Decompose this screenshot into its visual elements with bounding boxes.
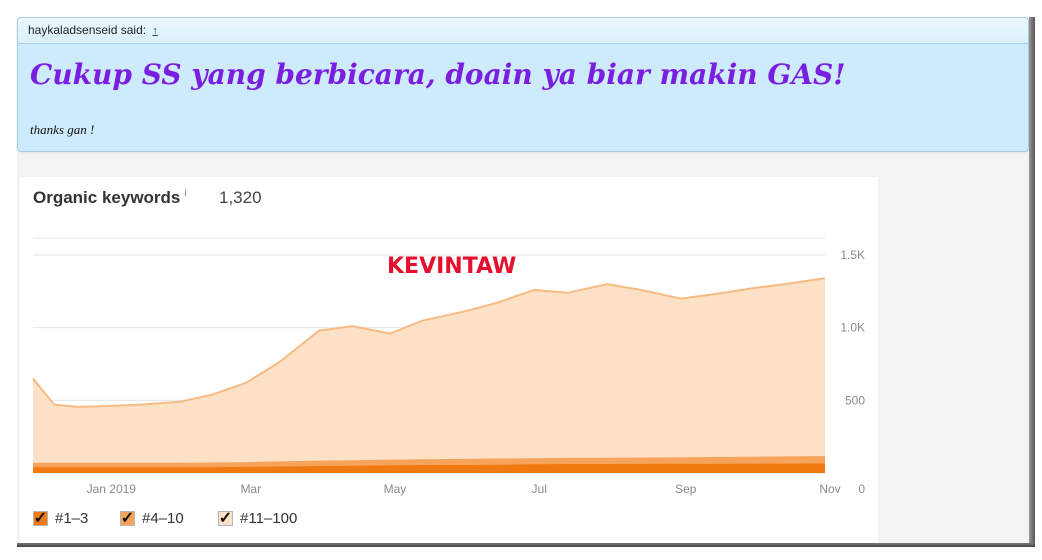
legend-label-1-3: #1–3	[55, 510, 89, 527]
checkbox-11-100[interactable]: ✓	[218, 510, 233, 527]
x-tick-label: May	[384, 482, 407, 496]
keywords-area-chart: 1.5K 1.0K 500 0 Jan 2019 Mar May Jul Sep Nov	[32, 237, 865, 496]
card-title: Organic keywords i	[33, 188, 187, 208]
checkbox-1-3[interactable]: ✓	[33, 510, 48, 527]
keyword-count: 1,320	[219, 188, 262, 207]
quote-block: haykaladsenseid said: ↑ Cukup SS yang be…	[17, 17, 1029, 152]
quote-subtitle: thanks gan !	[30, 122, 95, 137]
y-tick-label: 1.0K	[840, 321, 865, 335]
quote-author: haykaladsenseid said:	[28, 23, 147, 37]
y-tick-label: 0	[858, 482, 865, 496]
legend-label-11-100: #11–100	[240, 510, 298, 527]
organic-keywords-card: Organic keywords i 1,320 1.5K 1.0K 500 0 Jan …	[20, 177, 878, 543]
card-title-text: Organic keywords	[33, 188, 181, 207]
x-tick-label: Jan 2019	[87, 482, 137, 496]
jump-to-post-link[interactable]: ↑	[152, 25, 158, 37]
series-area-1-3	[33, 463, 825, 473]
legend-item-4-10[interactable]: ✓ #4–10	[120, 510, 184, 527]
watermark-text: KEVINTAW	[387, 254, 517, 279]
series-area-11-100	[33, 278, 825, 473]
legend-item-1-3[interactable]: ✓ #1–3	[33, 510, 88, 527]
window-shadow-right	[1029, 17, 1035, 547]
y-tick-label: 500	[845, 393, 865, 407]
info-icon[interactable]: i	[184, 188, 187, 199]
x-tick-label: Jul	[532, 482, 547, 496]
series-line-11-100	[32, 277, 826, 408]
quote-header: haykaladsenseid said: ↑	[18, 18, 1028, 44]
legend-label-4-10: #4–10	[142, 510, 184, 527]
legend-item-11-100[interactable]: ✓ #11–100	[218, 510, 297, 527]
x-tick-label: Sep	[675, 482, 697, 496]
checkbox-4-10[interactable]: ✓	[120, 510, 135, 527]
quote-title: Cukup SS yang berbicara, doain ya biar m…	[30, 58, 846, 91]
x-tick-label: Nov	[819, 482, 840, 496]
window-shadow-bottom	[17, 543, 1035, 547]
y-tick-label: 1.5K	[840, 248, 865, 262]
x-tick-label: Mar	[240, 482, 261, 496]
